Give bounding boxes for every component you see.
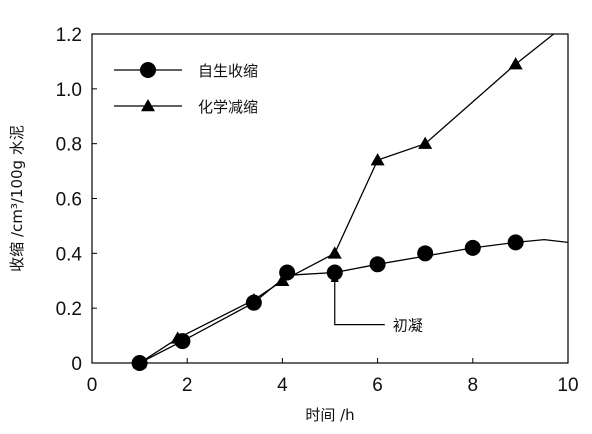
x-tick-label: 2 bbox=[182, 375, 193, 396]
x-axis-label: 时间 /h bbox=[305, 406, 354, 424]
data-point bbox=[246, 292, 261, 306]
y-tick-label: 0.8 bbox=[56, 135, 82, 156]
series-line bbox=[139, 34, 555, 363]
data-point bbox=[327, 246, 342, 259]
series-2 bbox=[132, 34, 555, 369]
legend-label: 化学减缩 bbox=[198, 98, 258, 116]
y-tick-label: 0.2 bbox=[56, 299, 82, 320]
data-point bbox=[369, 256, 386, 273]
legend-label: 自生收缩 bbox=[198, 62, 258, 80]
y-tick-label: 1.2 bbox=[56, 25, 82, 46]
legend-marker bbox=[140, 62, 156, 78]
x-tick-label: 4 bbox=[277, 375, 288, 396]
x-tick-label: 8 bbox=[468, 375, 479, 396]
data-point bbox=[275, 273, 290, 286]
y-tick-label: 0 bbox=[71, 354, 82, 375]
x-tick-label: 0 bbox=[87, 375, 98, 396]
annotation-line bbox=[334, 278, 385, 326]
annotation-label: 初凝 bbox=[393, 317, 423, 335]
y-tick-label: 1.0 bbox=[56, 80, 82, 101]
data-point bbox=[417, 245, 434, 262]
plot-frame bbox=[91, 33, 569, 364]
data-point bbox=[370, 153, 385, 166]
data-point bbox=[508, 57, 523, 70]
series-line bbox=[139, 238, 568, 363]
data-point bbox=[170, 331, 185, 344]
series-1 bbox=[131, 234, 568, 371]
data-point bbox=[507, 234, 524, 251]
annotations: 初凝 bbox=[330, 272, 423, 335]
y-tick-label: 0.4 bbox=[56, 244, 83, 265]
y-tick-label: 0.6 bbox=[56, 190, 82, 211]
x-tick-label: 10 bbox=[557, 375, 578, 396]
series-layer bbox=[131, 34, 568, 371]
x-tick-label: 6 bbox=[372, 375, 383, 396]
legend-marker bbox=[141, 99, 155, 112]
data-point bbox=[464, 239, 481, 256]
annotation-arrowhead bbox=[330, 272, 339, 283]
y-axis-label: 收缩 /cm³/100g 水泥 bbox=[8, 125, 26, 272]
data-point bbox=[132, 356, 147, 369]
tick-labels: 0 2 4 6 8 10 0 0.2 0.4 0.6 0.8 1.0 1.2 bbox=[56, 25, 579, 396]
data-point bbox=[418, 136, 433, 149]
